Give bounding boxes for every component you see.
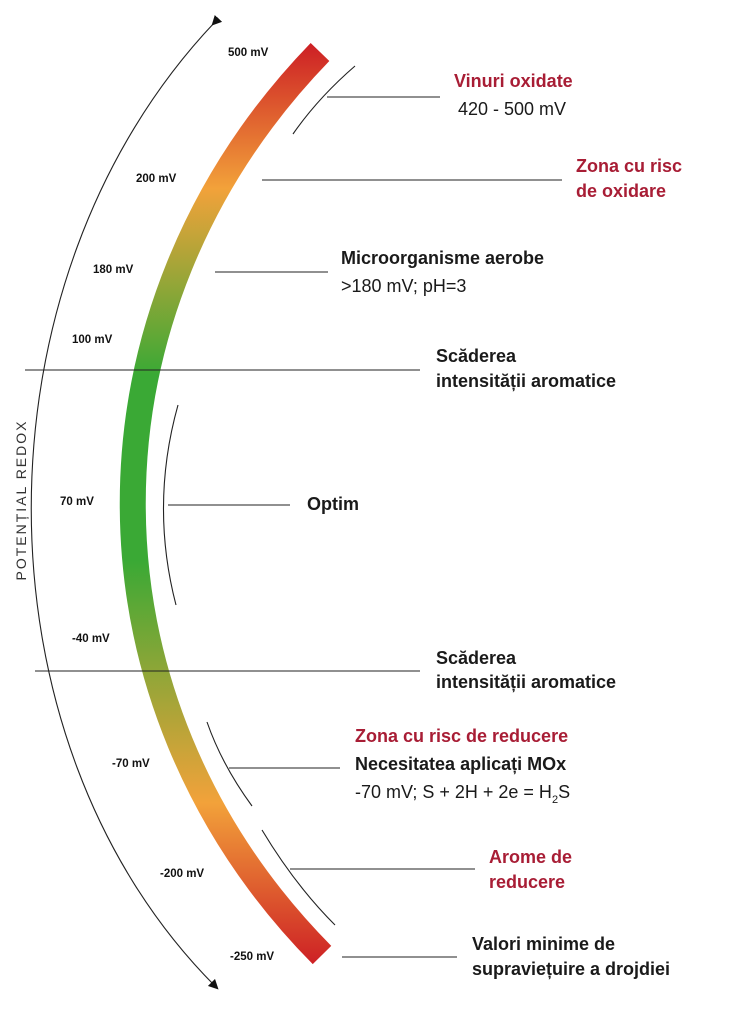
scale-label-200: 200 mV: [136, 173, 177, 185]
oxidized-wines-range: 420 - 500 mV: [458, 99, 566, 119]
yeast-min-line1: Valori minime de: [472, 934, 615, 954]
scale-label-minus40: -40 mV: [72, 633, 110, 645]
reduction-risk-title: Zona cu risc de reducere: [355, 726, 568, 746]
reduction-aromas-line1: Arome de: [489, 847, 572, 867]
aerobic-detail: >180 mV; pH=3: [341, 276, 466, 296]
scale-label-100: 100 mV: [72, 334, 113, 346]
bracket-optimum: [162, 404, 179, 606]
scale-label-minus200: -200 mV: [160, 868, 204, 880]
scale-label-180: 180 mV: [93, 264, 134, 276]
redox-gradient-band: [119, 42, 332, 965]
optimum-label: Optim: [307, 494, 359, 514]
scale-label-minus250: -250 mV: [230, 951, 274, 963]
oxidized-wines-title: Vinuri oxidate: [454, 71, 573, 91]
bracket-reduction: [206, 721, 253, 807]
formula-end: S: [558, 782, 570, 802]
reduction-need: Necesitatea aplicați MOx: [355, 754, 566, 774]
scale-label-70: 70 mV: [60, 496, 94, 508]
formula-subscript: 2: [552, 794, 558, 806]
aroma-drop-top-line1: Scăderea: [436, 346, 517, 366]
aroma-drop-bottom-line2: intensității aromatice: [436, 672, 616, 692]
redox-axis-arc: [30, 14, 223, 990]
bracket-oxidized: [292, 65, 356, 135]
scale-label-minus70: -70 mV: [112, 758, 150, 770]
reduction-formula: -70 mV; S + 2H + 2e = H2S: [355, 782, 570, 806]
aerobic-title: Microorganisme aerobe: [341, 248, 544, 268]
formula-main: -70 mV; S + 2H + 2e = H: [355, 782, 552, 802]
oxidation-risk-line2: de oxidare: [576, 181, 666, 201]
reduction-aromas-line2: reducere: [489, 872, 565, 892]
aroma-drop-bottom-line1: Scăderea: [436, 648, 517, 668]
scale-label-500: 500 mV: [228, 47, 269, 59]
yeast-min-line2: supraviețuire a drojdiei: [472, 959, 670, 979]
oxidation-risk-line1: Zona cu risc: [576, 156, 682, 176]
aroma-drop-top-line2: intensității aromatice: [436, 371, 616, 391]
bracket-aromas: [261, 829, 336, 926]
axis-title: POTENȚIAL REDOX: [13, 420, 29, 581]
